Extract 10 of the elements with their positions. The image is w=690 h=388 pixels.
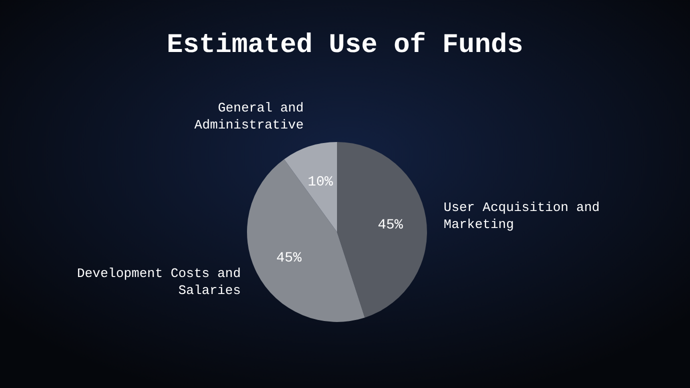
slice-label: Development Costs and Salaries: [76, 266, 241, 298]
slice-label: General and Administrative: [194, 100, 304, 132]
data-label: 10%: [308, 174, 334, 191]
slice-label: User Acquisition and Marketing: [444, 200, 600, 232]
data-label: 45%: [276, 250, 302, 266]
pie-slice: [284, 142, 337, 232]
pie-slice: [247, 159, 365, 322]
data-label: 45%: [378, 217, 404, 234]
chart-title: Estimated Use of Funds: [166, 31, 524, 61]
pie-slice: [337, 142, 427, 318]
